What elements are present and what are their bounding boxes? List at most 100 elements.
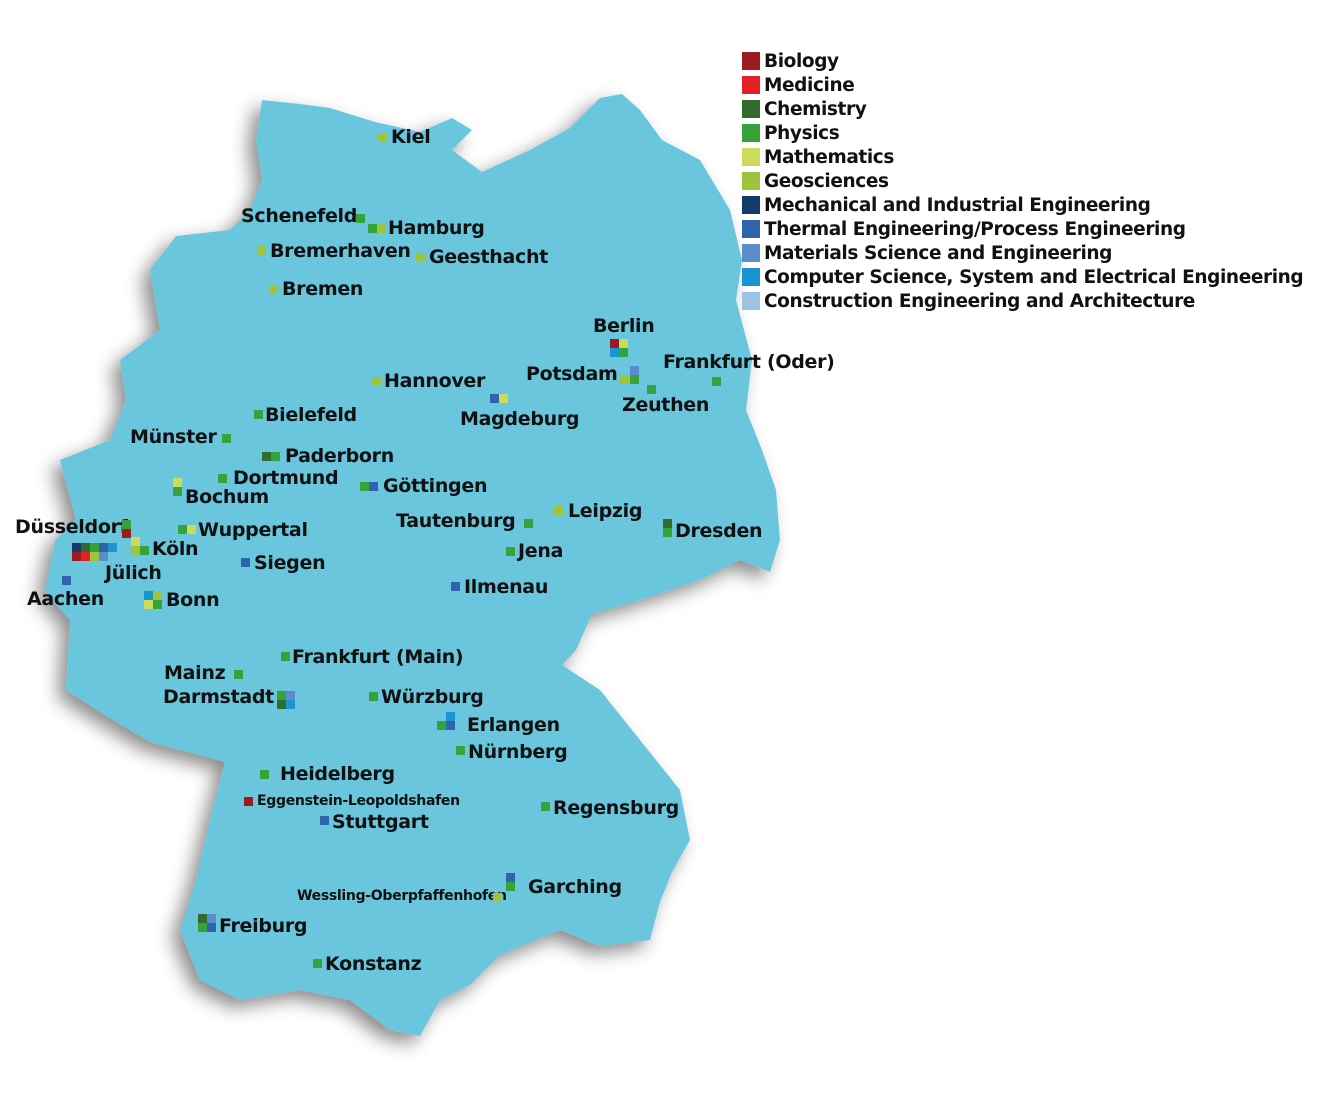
legend-swatch xyxy=(742,76,760,94)
city-label-leipzig: Leipzig xyxy=(568,500,643,522)
marker-regensburg-physics xyxy=(541,802,550,811)
legend-item-mechanical: Mechanical and Industrial Engineering xyxy=(742,193,1303,217)
city-label-ilmenau: Ilmenau xyxy=(464,576,549,598)
city-label-bochum: Bochum xyxy=(185,486,269,508)
city-label-bremen: Bremen xyxy=(282,278,364,300)
marker-münster-physics xyxy=(222,434,231,443)
marker-würzburg-physics xyxy=(369,692,378,701)
marker-frankfurt-main-physics xyxy=(281,652,290,661)
marker-siegen-thermal xyxy=(241,558,250,567)
legend-item-geosciences: Geosciences xyxy=(742,169,1303,193)
marker-köln-geosciences xyxy=(131,546,140,555)
marker-köln-physics xyxy=(140,546,149,555)
marker-jülich-cs xyxy=(108,543,117,552)
marker-freiburg-materials xyxy=(207,914,216,923)
marker-zeuthen-physics xyxy=(647,385,656,394)
city-label-bielefeld: Bielefeld xyxy=(265,404,357,426)
legend-swatch xyxy=(742,100,760,118)
marker-ilmenau-thermal xyxy=(451,582,460,591)
city-label-würzburg: Würzburg xyxy=(381,686,484,708)
marker-erlangen-physics xyxy=(437,721,446,730)
marker-berlin-mathematics xyxy=(619,339,628,348)
city-label-münster: Münster xyxy=(130,426,217,448)
city-label-schenefeld: Schenefeld xyxy=(241,205,358,227)
marker-wessling-oberpfaffenhofen-geosciences xyxy=(493,893,502,902)
marker-jülich-biology xyxy=(72,552,81,561)
marker-aachen-thermal xyxy=(62,576,71,585)
marker-hannover-geosciences xyxy=(372,377,381,386)
marker-hamburg-geosciences xyxy=(377,224,386,233)
legend: Biology Medicine Chemistry Physics Mathemati… xyxy=(742,49,1304,313)
marker-dortmund-physics xyxy=(218,474,227,483)
marker-bochum-physics xyxy=(173,487,182,496)
legend-item-physics: Physics xyxy=(742,121,1303,145)
marker-bielefeld-physics xyxy=(254,410,263,419)
legend-item-medicine: Medicine xyxy=(742,73,1303,97)
marker-freiburg-thermal xyxy=(207,923,216,932)
germany-outline xyxy=(45,94,780,1036)
marker-magdeburg-thermal xyxy=(490,394,499,403)
city-label-regensburg: Regensburg xyxy=(553,797,679,819)
city-label-magdeburg: Magdeburg xyxy=(460,408,580,430)
marker-magdeburg-mathematics xyxy=(499,394,508,403)
marker-potsdam-physics xyxy=(630,375,639,384)
city-label-göttingen: Göttingen xyxy=(383,475,488,497)
legend-item-construction: Construction Engineering and Architectur… xyxy=(742,289,1303,313)
legend-item-thermal: Thermal Engineering/Process Engineering xyxy=(742,217,1303,241)
city-label-frankfurt-oder: Frankfurt (Oder) xyxy=(663,351,835,373)
city-label-köln: Köln xyxy=(152,538,199,560)
marker-berlin-cs xyxy=(610,348,619,357)
city-label-aachen: Aachen xyxy=(27,588,104,610)
marker-potsdam-geosciences xyxy=(620,375,629,384)
legend-swatch xyxy=(742,196,760,214)
city-label-nürnberg: Nürnberg xyxy=(468,741,568,763)
legend-label: Mathematics xyxy=(764,146,894,168)
city-label-berlin: Berlin xyxy=(593,315,655,337)
marker-bonn-physics xyxy=(153,600,162,609)
marker-jülich-chemistry xyxy=(81,543,90,552)
marker-dresden-chemistry xyxy=(663,519,672,528)
city-label-jena: Jena xyxy=(518,540,564,562)
marker-paderborn-chemistry xyxy=(262,452,271,461)
city-label-hannover: Hannover xyxy=(384,370,486,392)
marker-tautenburg-physics xyxy=(524,519,533,528)
city-label-heidelberg: Heidelberg xyxy=(280,763,395,785)
city-label-frankfurt-main: Frankfurt (Main) xyxy=(292,646,464,668)
marker-frankfurt-oder-physics xyxy=(712,377,721,386)
city-label-erlangen: Erlangen xyxy=(467,714,560,736)
city-label-bremerhaven: Bremerhaven xyxy=(270,240,411,262)
marker-wuppertal-mathematics xyxy=(187,525,196,534)
city-label-tautenburg: Tautenburg xyxy=(396,510,516,532)
legend-label: Computer Science, System and Electrical … xyxy=(764,266,1304,288)
marker-eggenstein-leopoldshafen-biology xyxy=(244,797,253,806)
marker-göttingen-physics xyxy=(360,482,369,491)
legend-swatch xyxy=(742,268,760,286)
legend-item-chemistry: Chemistry xyxy=(742,97,1303,121)
legend-item-biology: Biology xyxy=(742,49,1303,73)
marker-freiburg-physics xyxy=(198,923,207,932)
city-label-konstanz: Konstanz xyxy=(325,953,422,975)
marker-heidelberg-physics xyxy=(260,770,269,779)
legend-swatch xyxy=(742,52,760,70)
city-label-freiburg: Freiburg xyxy=(219,915,308,937)
legend-label: Geosciences xyxy=(764,170,889,192)
marker-bochum-mathematics xyxy=(173,478,182,487)
city-label-geesthacht: Geesthacht xyxy=(429,246,548,268)
city-label-hamburg: Hamburg xyxy=(388,217,485,239)
marker-geesthacht-geosciences xyxy=(416,253,425,262)
city-label-bonn: Bonn xyxy=(166,589,220,611)
legend-item-materials: Materials Science and Engineering xyxy=(742,241,1303,265)
city-label-wuppertal: Wuppertal xyxy=(198,519,308,541)
marker-darmstadt-materials xyxy=(286,691,295,700)
city-label-paderborn: Paderborn xyxy=(285,445,394,467)
city-label-dortmund: Dortmund xyxy=(233,467,339,489)
marker-erlangen-thermal xyxy=(446,721,455,730)
marker-berlin-physics xyxy=(619,348,628,357)
legend-swatch xyxy=(742,292,760,310)
legend-swatch xyxy=(742,220,760,238)
marker-bremen-geosciences xyxy=(269,285,278,294)
marker-paderborn-physics xyxy=(271,452,280,461)
legend-label: Chemistry xyxy=(764,98,867,120)
city-label-zeuthen: Zeuthen xyxy=(622,394,710,416)
